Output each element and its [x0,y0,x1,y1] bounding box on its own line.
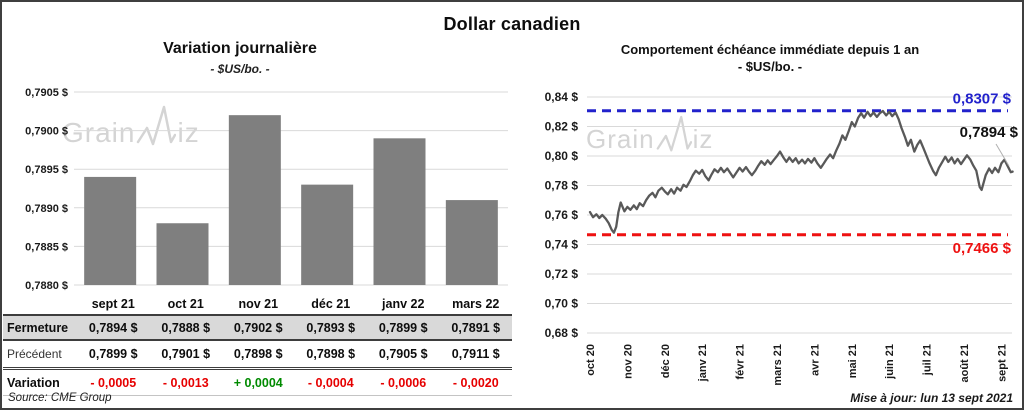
daily-variation-panel: Variation journalière - $US/bo. - Grain i… [2,2,514,408]
y-tick-label: 0,72 $ [545,267,579,281]
x-tick-label: janv 21 [697,344,709,382]
source-note: Source: CME Group [8,392,112,404]
one-year-behaviour-panel: Comportement échéance immédiate depuis 1… [514,2,1022,408]
y-tick-label: 0,7900 $ [25,126,68,138]
y-tick-label: 0,80 $ [545,149,579,163]
cell-precedent: 0,7898 $ [306,347,356,361]
x-tick-label: mars 21 [772,344,784,386]
high-ref-label: 0,8307 $ [953,91,1012,108]
month-header: nov 21 [238,297,279,311]
x-tick-label: juil 21 [922,344,934,376]
bar-déc 21 [301,184,354,285]
x-tick-label: oct 20 [585,344,597,376]
y-tick-label: 0,7880 $ [25,280,68,292]
cell-variation: - 0,0004 [307,375,354,390]
update-note: Mise à jour: lun 13 sept 2021 [850,391,1013,405]
cell-fermeture: 0,7902 $ [233,320,283,335]
month-header: déc 21 [311,297,351,311]
table-row-fermeture: Fermeture 0,7894 $ 0,7888 $ 0,7902 $ 0,7893 … [3,315,512,340]
line-chart-subtitle: - $US/bo. - [737,59,803,74]
bar-chart-subtitle: - $US/bo. - [210,62,270,76]
quotes-table: sept 21 oct 21 nov 21 déc 21 janv 22 mars 22 F… [3,294,512,396]
row-label: Précédent [7,347,62,361]
cell-precedent: 0,7905 $ [378,347,428,361]
y-tick-label: 0,7895 $ [25,164,68,176]
bar-oct 21 [156,223,209,285]
bar-nov 21 [228,115,281,285]
month-header: sept 21 [91,297,135,311]
cell-variation: - 0,0005 [90,375,137,390]
line-chart-title: Comportement échéance immédiate depuis 1… [620,42,920,57]
blank-header-cell [3,294,77,315]
table-row-variation: Variation - 0,0005 - 0,0013 + 0,0004 - 0,000… [3,368,512,396]
cell-fermeture: 0,7894 $ [88,320,138,335]
cell-precedent: 0,7911 $ [451,347,500,361]
y-tick-label: 0,82 $ [545,120,579,134]
y-tick-label: 0,74 $ [545,238,579,252]
x-tick-label: déc 20 [660,344,672,378]
bar-mars 22 [445,200,498,285]
row-label: Fermeture [7,320,69,335]
table-row-precedent: Précédent 0,7899 $ 0,7901 $ 0,7898 $ 0,7898 … [3,340,512,369]
y-tick-label: 0,7905 $ [25,87,68,99]
bar-janv 22 [373,138,426,285]
month-header: oct 21 [167,297,204,311]
cell-fermeture: 0,7893 $ [306,320,356,335]
bar-chart-title: Variation journalière [163,40,317,57]
x-tick-label: sept 21 [996,344,1008,382]
cell-precedent: 0,7899 $ [88,347,138,361]
month-header: mars 22 [452,297,500,311]
cell-variation: + 0,0004 [233,375,283,390]
cell-precedent: 0,7901 $ [161,347,211,361]
x-tick-label: juin 21 [884,344,896,380]
cell-fermeture: 0,7891 $ [451,320,501,335]
x-tick-label: avr 21 [809,344,821,376]
cell-fermeture: 0,7888 $ [161,320,211,335]
bar-sept 21 [84,176,137,285]
last-value-label: 0,7894 $ [960,124,1019,141]
y-tick-label: 0,7890 $ [25,203,68,215]
x-tick-label: nov 20 [622,344,634,379]
cell-precedent: 0,7898 $ [233,347,283,361]
cell-variation: - 0,0006 [380,375,427,390]
annotation-leader-line [995,143,1010,167]
month-header: janv 22 [382,297,425,311]
y-tick-label: 0,70 $ [545,297,579,311]
y-tick-label: 0,84 $ [545,90,579,104]
y-tick-label: 0,78 $ [545,179,579,193]
row-label: Variation [7,375,60,390]
x-tick-label: août 21 [959,344,971,383]
bar-chart: 0,7905 $ 0,7900 $ 0,7895 $ 0,7890 $ 0,7885 $… [25,87,508,292]
cell-variation: - 0,0020 [452,375,499,390]
page-title: Dollar canadien [443,14,581,34]
y-tick-label: 0,7885 $ [25,241,68,253]
series-line [588,109,1014,234]
line-chart: 0,84 $ 0,82 $ 0,80 $ 0,78 $ 0,76 $ 0,74 $ 0,72… [545,90,1019,386]
months-header-row: sept 21 oct 21 nov 21 déc 21 janv 22 mars 22 [3,294,512,315]
x-tick-label: mai 21 [847,344,859,378]
x-tick-label: févr 21 [735,344,747,379]
cell-variation: - 0,0013 [162,375,209,390]
y-tick-label: 0,76 $ [545,208,579,222]
y-tick-label: 0,68 $ [545,326,579,340]
low-ref-label: 0,7466 $ [953,240,1012,257]
cell-fermeture: 0,7899 $ [378,320,428,335]
